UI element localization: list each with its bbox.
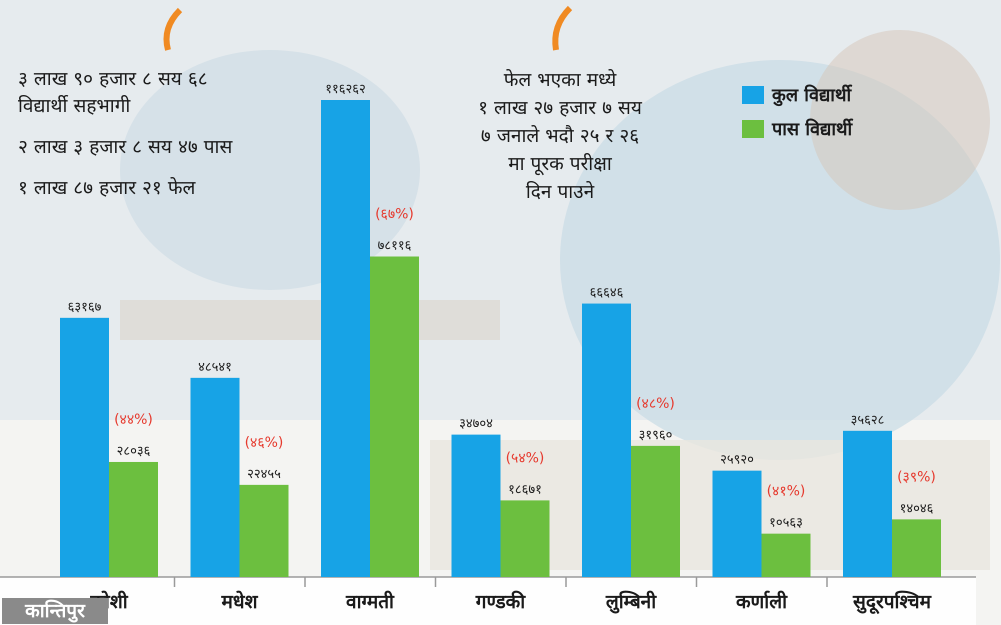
participation-summary: ३ लाख ९० हजार ८ सय ६८ विद्यार्थी सहभागी …	[18, 66, 328, 202]
data-label-pass: १४०४६	[900, 501, 934, 516]
legend-swatch-pass	[742, 120, 764, 138]
pass-percent-label: (४१%)	[767, 484, 806, 500]
pass-percent-label: (४६%)	[245, 435, 284, 451]
data-label-total: २५९२०	[720, 453, 754, 468]
data-label-total: ३५६२८	[851, 413, 885, 428]
fail-note-line-3: ७ जनाले भदौ २५ र २६	[480, 125, 640, 147]
category-label: वाग्मती	[345, 590, 395, 613]
legend-swatch-total	[742, 86, 764, 104]
x-axis-band	[0, 577, 976, 625]
data-label-total: ६६६४६	[590, 286, 624, 301]
bar-pass	[761, 533, 811, 577]
participants-line-2: विद्यार्थी सहभागी	[18, 95, 131, 117]
bar-total	[712, 470, 762, 577]
bar-pass	[500, 500, 550, 577]
pass-percent-label: (४४%)	[114, 412, 153, 428]
data-label-total: ११६२६२	[325, 82, 366, 97]
data-label-total: ६३१६७	[68, 300, 102, 315]
bar-pass	[631, 445, 680, 577]
category-label: गण्डकी	[475, 590, 526, 613]
passed-summary: २ लाख ३ हजार ८ सय ४७ पास	[18, 136, 233, 158]
bar-pass	[370, 256, 419, 577]
fail-note-line-4: मा पूरक परीक्षा	[508, 153, 612, 175]
category-label: सुदूरपश्चिम	[852, 590, 932, 615]
data-label-pass: ३१९६०	[639, 428, 673, 443]
category-label: कर्णाली	[735, 590, 788, 613]
participants-line-1: ३ लाख ९० हजार ८ सय ६८	[18, 68, 208, 90]
legend-label-total: कुल विद्यार्थी	[772, 85, 852, 106]
failed-summary: १ लाख ८७ हजार २१ फेल	[18, 177, 196, 199]
pass-percent-label: (६७%)	[375, 207, 414, 223]
bar-total	[582, 303, 631, 577]
pass-percent-label: (३९%)	[897, 469, 936, 485]
category-label: मधेश	[221, 590, 259, 613]
bar-total	[60, 317, 109, 577]
bar-total	[843, 430, 892, 577]
legend-item-total: कुल विद्यार्थी	[742, 83, 852, 107]
data-label-total: ३४७०४	[459, 417, 493, 432]
legend-item-pass: पास विद्यार्थी	[742, 117, 852, 141]
data-label-pass: २८०३६	[117, 444, 151, 459]
fail-note-line-1: फेल भएका मध्ये	[503, 69, 617, 91]
category-label: लुम्बिनी	[605, 590, 657, 614]
data-label-pass: १८६७१	[508, 482, 542, 497]
bar-pass	[239, 484, 289, 577]
bar-pass	[109, 461, 158, 577]
legend-label-pass: पास विद्यार्थी	[772, 119, 853, 140]
bar-total	[321, 100, 370, 577]
data-label-total: ४८५४१	[198, 360, 232, 375]
pass-percent-label: (५४%)	[506, 450, 545, 466]
pass-percent-label: (४८%)	[636, 396, 675, 412]
data-label-pass: ७८११६	[378, 239, 412, 254]
supplementary-exam-note: फेल भएका मध्ये १ लाख २७ हजार ७ सय ७ जनाल…	[440, 66, 680, 206]
data-label-pass: २२४५५	[247, 467, 281, 482]
fail-note-line-2: १ लाख २७ हजार ७ सय	[478, 97, 642, 119]
bar-total	[190, 377, 240, 577]
chart-legend: कुल विद्यार्थी पास विद्यार्थी	[742, 83, 852, 151]
data-label-pass: १०५६३	[769, 516, 803, 531]
fail-note-line-5: दिन पाउने	[525, 181, 595, 203]
bar-total	[451, 434, 501, 577]
bar-pass	[892, 519, 941, 577]
publisher-logo: कान्तिपुर	[2, 598, 108, 624]
